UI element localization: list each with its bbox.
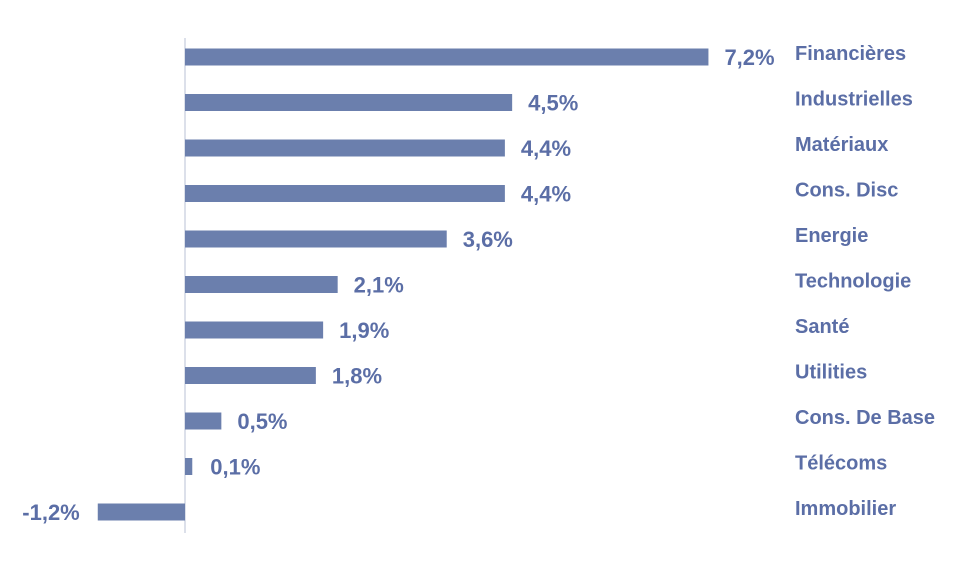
bar-7 [185, 367, 316, 384]
value-label-2: 4,4% [521, 136, 571, 161]
bar-5 [185, 276, 338, 293]
category-label-4: Energie [795, 225, 868, 247]
category-label-5: Technologie [795, 271, 911, 293]
value-label-0: 7,2% [724, 45, 774, 70]
value-label-9: 0,1% [210, 455, 260, 480]
bar-1 [185, 94, 513, 111]
value-label-3: 4,4% [521, 182, 571, 207]
category-label-0: Financières [795, 43, 906, 65]
category-label-6: Santé [795, 316, 849, 338]
category-label-1: Industrielles [795, 89, 913, 111]
bar-10 [97, 503, 185, 521]
category-label-3: Cons. Disc [795, 180, 898, 202]
bar-4 [185, 230, 447, 248]
category-label-8: Cons. De Base [795, 407, 935, 429]
bar-6 [185, 321, 324, 339]
value-label-5: 2,1% [354, 273, 404, 298]
bar-9 [185, 458, 193, 475]
value-label-6: 1,9% [339, 318, 389, 343]
value-label-7: 1,8% [332, 364, 382, 389]
value-label-4: 3,6% [463, 227, 513, 252]
category-label-7: Utilities [795, 362, 867, 384]
value-label-10: -1,2% [22, 500, 79, 525]
bar-0 [185, 48, 709, 66]
bar-2 [185, 139, 505, 157]
value-label-1: 4,5% [528, 91, 578, 116]
bar-3 [185, 185, 505, 202]
category-label-2: Matériaux [795, 134, 888, 156]
value-label-8: 0,5% [237, 409, 287, 434]
category-label-10: Immobilier [795, 498, 896, 520]
category-label-9: Télécoms [795, 453, 887, 475]
bar-8 [185, 412, 222, 430]
